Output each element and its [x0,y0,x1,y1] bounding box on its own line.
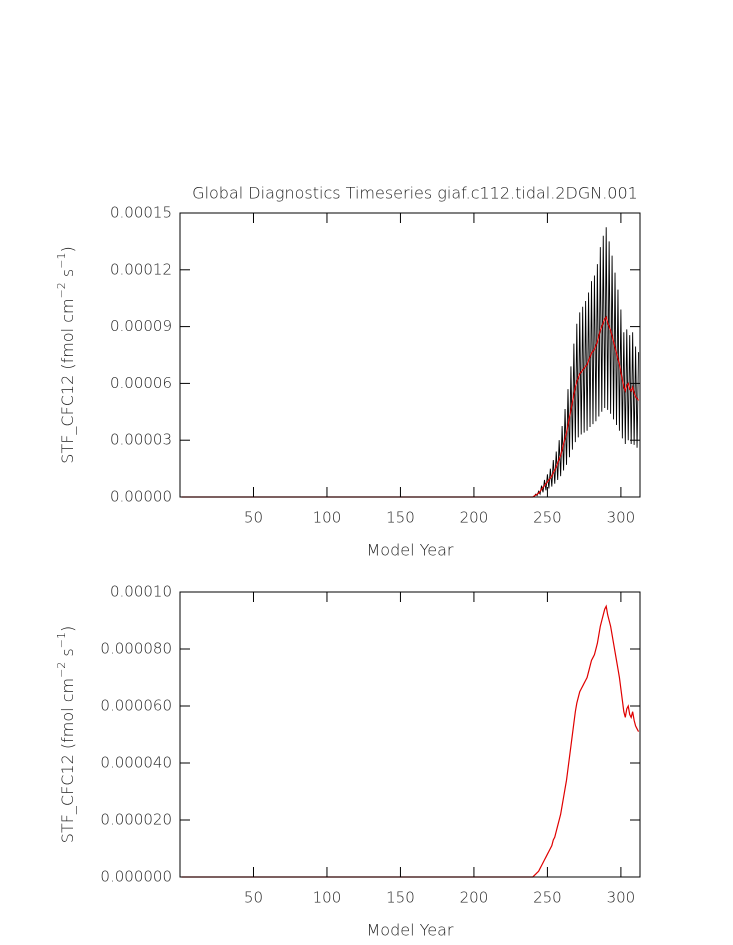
y-axis-label-part: ) [58,246,77,252]
x-tick-label: 150 [386,509,415,527]
y-tick-label: 0.00000 [110,488,172,506]
y-axis-label-exponent: −2 [55,662,68,678]
chart-title: Global Diagnostics Timeseries giaf.c112.… [192,184,638,203]
data-line [181,227,639,498]
y-axis-label-part: s [58,269,77,282]
y-axis-label-part: STF_CFC12 (fmol cm [58,298,77,463]
y-axis-label-part: s [58,648,77,661]
x-axis-label: Model Year [367,921,454,940]
y-tick-label: 0.000040 [100,754,172,772]
y-axis-label: STF_CFC12 (fmol cm−2 s−1) [55,626,77,843]
y-tick-label: 0.000020 [100,811,172,829]
y-axis-label-exponent: −1 [55,632,68,648]
data-line [181,604,640,878]
y-tick-label: 0.000060 [100,697,172,715]
x-tick-label: 250 [533,889,562,907]
y-axis-label-part: ) [58,626,77,632]
x-tick-label: 100 [313,889,342,907]
y-axis-label-part: STF_CFC12 (fmol cm [58,678,77,843]
x-tick-label: 100 [313,509,342,527]
y-tick-label: 0.000080 [100,640,172,658]
y-tick-label: 0.000000 [100,868,172,886]
y-tick-label: 0.00009 [110,317,172,335]
y-tick-label: 0.00012 [110,260,172,278]
y-tick-label: 0.00015 [110,204,172,222]
x-tick-label: 50 [244,509,263,527]
plot-frame [179,591,641,878]
y-tick-label: 0.00010 [110,583,172,601]
y-axis-label-exponent: −1 [55,253,68,269]
x-tick-label: 50 [244,889,263,907]
x-axis-label: Model Year [367,541,454,560]
plot-frame [179,212,641,498]
y-axis-label-exponent: −2 [55,282,68,298]
y-tick-label: 0.00003 [110,431,172,449]
x-tick-label: 150 [386,889,415,907]
y-tick-label: 0.00006 [110,374,172,392]
data-line [181,315,640,498]
x-tick-label: 200 [460,509,489,527]
x-tick-label: 300 [607,509,636,527]
x-tick-label: 300 [607,889,636,907]
y-axis-label: STF_CFC12 (fmol cm−2 s−1) [55,246,77,463]
x-tick-label: 250 [533,509,562,527]
x-tick-label: 200 [460,889,489,907]
